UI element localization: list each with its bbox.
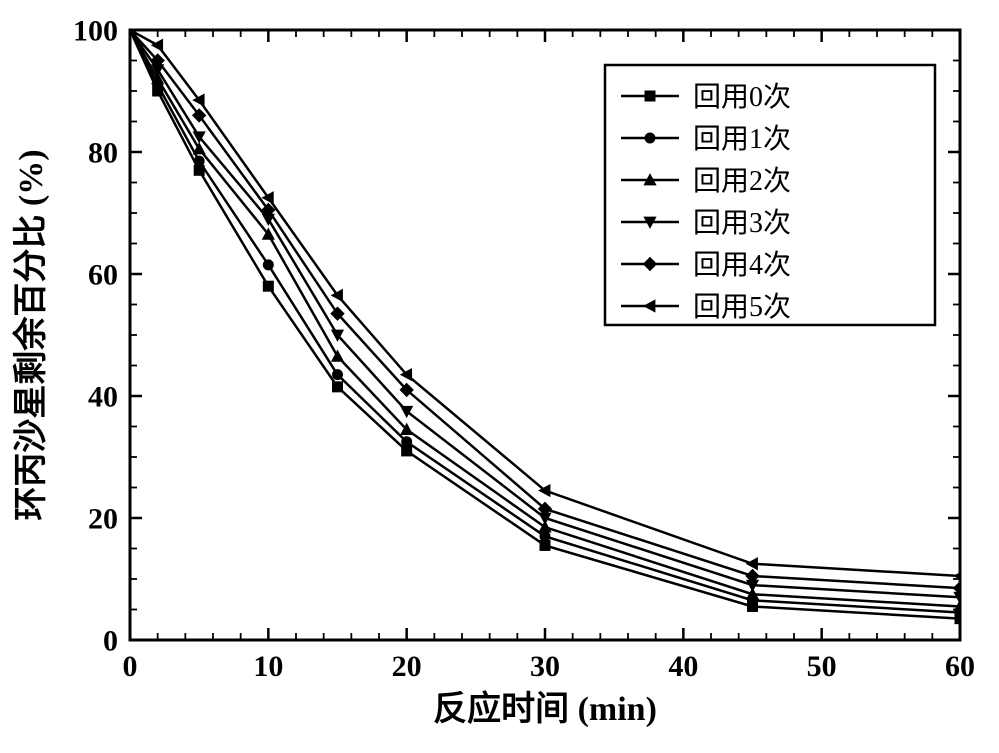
y-tick-label: 40 bbox=[88, 381, 118, 414]
marker-circle bbox=[332, 369, 343, 380]
y-axis-label: 环丙沙星剩余百分比 (%) bbox=[11, 149, 50, 520]
x-tick-label: 50 bbox=[807, 650, 837, 683]
marker-circle bbox=[263, 259, 274, 270]
y-tick-label: 100 bbox=[73, 15, 118, 48]
legend: 回用0次回用1次回用2次回用3次回用4次回用5次 bbox=[605, 65, 935, 325]
x-axis-label: 反应时间 (min) bbox=[433, 690, 657, 728]
chart-container: 0 10 20 30 40 50 60 0 20 40 60 80 100 反应时间 (min) 环丙沙星剩… bbox=[0, 0, 999, 753]
legend-label-4: 回用4次 bbox=[693, 249, 791, 281]
marker-square bbox=[645, 91, 656, 102]
marker-square bbox=[332, 381, 343, 392]
y-tick-label: 0 bbox=[103, 625, 118, 658]
legend-label-0: 回用0次 bbox=[693, 81, 791, 113]
x-tick-label: 0 bbox=[123, 650, 138, 683]
legend-label-2: 回用2次 bbox=[693, 165, 791, 197]
legend-label-3: 回用3次 bbox=[693, 207, 791, 239]
x-tick-label: 10 bbox=[253, 650, 283, 683]
x-tick-label: 30 bbox=[530, 650, 560, 683]
x-tick-label: 60 bbox=[945, 650, 975, 683]
marker-circle bbox=[194, 156, 205, 167]
line-chart: 0 10 20 30 40 50 60 0 20 40 60 80 100 反应时间 (min) 环丙沙星剩… bbox=[0, 0, 999, 753]
x-tick-label: 40 bbox=[668, 650, 698, 683]
marker-circle bbox=[645, 133, 656, 144]
marker-circle bbox=[401, 436, 412, 447]
y-tick-label: 20 bbox=[88, 503, 118, 536]
marker-square bbox=[263, 281, 274, 292]
legend-label-1: 回用1次 bbox=[693, 123, 791, 155]
y-tick-label: 80 bbox=[88, 137, 118, 170]
x-tick-label: 20 bbox=[392, 650, 422, 683]
legend-label-5: 回用5次 bbox=[693, 291, 791, 323]
y-tick-label: 60 bbox=[88, 259, 118, 292]
